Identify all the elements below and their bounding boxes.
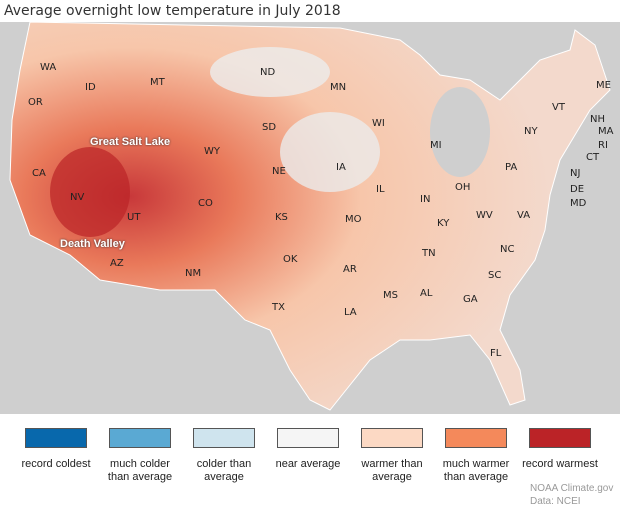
credit-source: NOAA Climate.gov [530, 483, 614, 494]
state-label-nj: NJ [570, 168, 581, 179]
state-label-ut: UT [127, 212, 141, 223]
state-label-la: LA [344, 307, 357, 318]
state-label-wv: WV [476, 210, 493, 221]
state-label-me: ME [596, 80, 611, 91]
state-label-ny: NY [524, 126, 538, 137]
state-label-ks: KS [275, 212, 288, 223]
legend-item: warmer than average [352, 428, 432, 484]
legend-item: much warmer than average [436, 428, 516, 484]
state-label-de: DE [570, 184, 585, 195]
state-label-in: IN [420, 194, 431, 205]
state-label-fl: FL [490, 348, 502, 359]
legend-label: much colder than average [107, 458, 173, 483]
state-label-ca: CA [32, 168, 46, 179]
legend-item: record coldest [16, 428, 96, 471]
legend-swatch [361, 428, 423, 448]
state-label-mn: MN [330, 82, 347, 93]
state-label-nc: NC [500, 244, 515, 255]
us-outline [9, 21, 611, 411]
state-label-il: IL [376, 184, 385, 195]
state-label-wa: WA [40, 62, 57, 73]
state-label-nv: NV [70, 192, 85, 203]
state-label-sd: SD [262, 122, 277, 133]
state-label-ok: OK [283, 254, 298, 265]
place-label: Death Valley [60, 238, 125, 250]
legend-item: record warmest [520, 428, 600, 471]
state-label-ar: AR [343, 264, 357, 275]
legend-swatch [109, 428, 171, 448]
state-label-id: ID [85, 82, 96, 93]
state-label-ms: MS [383, 290, 398, 301]
state-label-wi: WI [372, 118, 385, 129]
legend-item: colder than average [184, 428, 264, 484]
state-label-ga: GA [463, 294, 478, 305]
state-label-mo: MO [345, 214, 362, 225]
us-map: WA OR ID MT ND MN WY SD WI MI NY ME VT NH MA RI CT NJ PA CA… [0, 21, 620, 414]
state-label-oh: OH [455, 182, 471, 193]
state-label-ri: RI [598, 140, 608, 151]
state-label-pa: PA [505, 162, 518, 173]
legend-item: much colder than average [100, 428, 180, 484]
state-label-ne: NE [272, 166, 286, 177]
state-label-nh: NH [590, 114, 605, 125]
state-label-va: VA [517, 210, 531, 221]
state-label-vt: VT [552, 102, 565, 113]
legend-swatch [445, 428, 507, 448]
legend-swatch [25, 428, 87, 448]
state-label-tn: TN [422, 248, 436, 259]
state-label-ky: KY [437, 218, 450, 229]
state-label-or: OR [28, 97, 43, 108]
legend-swatch [277, 428, 339, 448]
state-label-ct: CT [586, 152, 600, 163]
state-label-sc: SC [488, 270, 502, 281]
state-label-wy: WY [204, 146, 220, 157]
state-label-ma: MA [598, 126, 614, 137]
legend-label: record coldest [21, 458, 91, 470]
legend-swatch [193, 428, 255, 448]
map-title: Average overnight low temperature in Jul… [4, 3, 341, 19]
state-label-tx: TX [272, 302, 285, 313]
state-label-az: AZ [110, 258, 124, 269]
state-label-al: AL [420, 288, 433, 299]
state-label-mt: MT [150, 77, 165, 88]
state-label-nm: NM [185, 268, 202, 279]
state-label-mi: MI [430, 140, 442, 151]
state-label-co: CO [198, 198, 213, 209]
place-label: Great Salt Lake [90, 136, 171, 148]
legend-label: near average [275, 458, 341, 470]
credit-data: Data: NCEI [530, 496, 581, 507]
state-label-ia: IA [336, 162, 346, 173]
state-label-md: MD [570, 198, 587, 209]
legend-label: colder than average [196, 458, 252, 483]
legend-label: record warmest [522, 458, 598, 470]
state-label-nd: ND [260, 67, 276, 78]
legend-label: much warmer than average [442, 458, 510, 483]
legend-item: near average [268, 428, 348, 471]
legend-label: warmer than average [361, 458, 423, 483]
legend-swatch [529, 428, 591, 448]
